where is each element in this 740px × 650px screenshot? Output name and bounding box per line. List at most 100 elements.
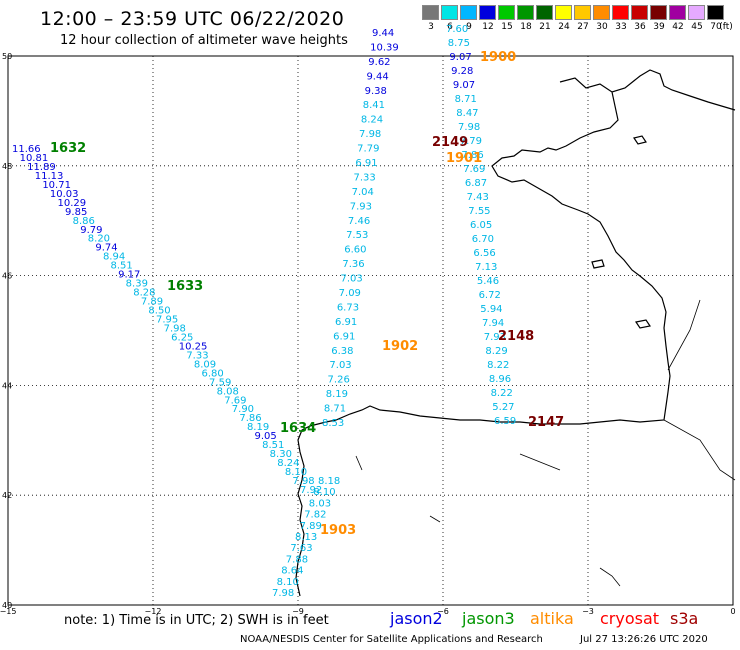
swh-value: 7.93 <box>484 332 506 343</box>
lat-tick-label: 40 <box>2 601 12 610</box>
swh-value: 7.88 <box>286 554 308 565</box>
swh-value: 8.09 <box>194 359 216 370</box>
legend-swatch-9 <box>460 5 477 20</box>
swh-value: 7.69 <box>463 164 485 175</box>
swh-value: 7.03 <box>329 360 351 371</box>
legend-label-24: 24 <box>558 22 570 32</box>
swh-value: 6.87 <box>465 178 487 189</box>
swh-value: 8.53 <box>322 418 344 429</box>
legend-label-45: 45 <box>691 22 703 32</box>
legend-swatch-70 <box>707 5 724 20</box>
swh-value: 8.64 <box>281 566 303 577</box>
coastline-island-ile-de-re <box>635 319 651 329</box>
swh-value: 8.22 <box>491 388 513 399</box>
swh-value: 7.98 <box>458 122 480 133</box>
pass-label-1633: 1633 <box>167 279 203 294</box>
legend-label-39: 39 <box>653 22 665 32</box>
swh-value: 10.03 <box>50 189 79 200</box>
lat-tick-label: 44 <box>2 381 12 390</box>
legend-label-3: 3 <box>428 22 434 32</box>
swh-value: 7.89 <box>300 521 322 532</box>
swh-value: 7.98 <box>272 588 294 599</box>
swh-value: 9.28 <box>451 66 473 77</box>
pass-label-2149: 2149 <box>432 135 468 150</box>
swh-value: 8.39 <box>126 279 148 290</box>
swh-value: 8.13 <box>295 532 317 543</box>
swh-value: 7.46 <box>348 216 370 227</box>
swh-value: 10.25 <box>179 341 208 352</box>
swh-value: 7.09 <box>339 288 361 299</box>
legend-swatch-15 <box>498 5 515 20</box>
swh-value: 8.71 <box>455 94 477 105</box>
swh-value: 7.59 <box>209 377 231 388</box>
swh-value: 7.79 <box>460 136 482 147</box>
swh-value: 7.55 <box>468 206 490 217</box>
swh-value: 7.69 <box>224 395 246 406</box>
swh-value: 11.13 <box>35 171 64 182</box>
legend-swatch-3 <box>422 5 439 20</box>
swh-value: 8.71 <box>324 404 346 415</box>
generated-timestamp: Jul 27 13:26:26 UTC 2020 <box>580 634 708 645</box>
swh-value: 8.18 <box>318 476 340 487</box>
swh-value: 8.50 <box>148 306 170 317</box>
legend-label-36: 36 <box>634 22 646 32</box>
legend-swatch-24 <box>555 5 572 20</box>
lon-tick-label: −9 <box>292 607 304 616</box>
credit-line: NOAA/NESDIS Center for Satellite Applica… <box>240 634 543 645</box>
swh-value: 7.93 <box>350 201 372 212</box>
swh-value: 8.20 <box>88 234 110 245</box>
swh-value: 7.86 <box>239 413 261 424</box>
swh-value: 8.51 <box>262 440 284 451</box>
swh-value: 7.03 <box>341 274 363 285</box>
swh-value: 10.71 <box>42 180 71 191</box>
swh-value: 8.47 <box>456 108 478 119</box>
swh-value: 9.38 <box>365 86 387 97</box>
pass-label-1902: 1902 <box>382 339 418 354</box>
legend-unit: (ft) <box>719 22 733 32</box>
legend-label-12: 12 <box>482 22 494 32</box>
swh-value: 7.53 <box>346 230 368 241</box>
swh-value: 8.24 <box>277 458 299 469</box>
swh-value: 5.46 <box>477 276 499 287</box>
lat-tick-label: 42 <box>2 491 12 500</box>
satellite-cryosat: cryosat <box>600 609 660 628</box>
lon-tick-label: −12 <box>145 607 162 616</box>
swh-value: 7.43 <box>467 192 489 203</box>
swh-value: 6.60 <box>344 245 366 256</box>
swh-value: 6.70 <box>472 234 494 245</box>
lon-tick-label: 0 <box>730 607 735 616</box>
swh-value: 7.13 <box>475 262 497 273</box>
coastline-inland-rivers <box>355 299 736 587</box>
swh-value: 6.56 <box>473 248 495 259</box>
swh-value: 7.63 <box>290 543 312 554</box>
lat-tick-label: 46 <box>2 272 12 281</box>
coastline <box>295 69 736 597</box>
legend-label-42: 42 <box>672 22 684 32</box>
lon-tick-label: −3 <box>582 607 594 616</box>
swh-value: 8.86 <box>73 216 95 227</box>
satellite-tracks: 11.6610.8111.8911.1310.7110.0310.299.858… <box>12 24 564 599</box>
map-frame <box>7 55 734 606</box>
swh-value: 7.90 <box>232 404 254 415</box>
legend-label-6: 6 <box>447 22 453 32</box>
legend-label-33: 33 <box>615 22 627 32</box>
swh-value: 9.44 <box>372 28 394 39</box>
pass-label-1634: 1634 <box>280 421 316 436</box>
pass-label-2148: 2148 <box>498 329 534 344</box>
swh-value: 6.91 <box>333 331 355 342</box>
swh-value: 9.07 <box>453 80 475 91</box>
legend-swatch-39 <box>650 5 667 20</box>
satellite-jason3: jason3 <box>462 609 515 628</box>
lon-tick-label: −6 <box>437 607 449 616</box>
swh-value: 6.25 <box>171 332 193 343</box>
map-subtitle: 12 hour collection of altimeter wave hei… <box>60 33 348 48</box>
swh-value: 8.28 <box>133 288 155 299</box>
swh-value: 6.38 <box>331 346 353 357</box>
swh-value: 6.91 <box>355 158 377 169</box>
swh-value: 9.07 <box>449 52 471 63</box>
legend-swatch-33 <box>612 5 629 20</box>
legend-swatch-21 <box>536 5 553 20</box>
legend-label-27: 27 <box>577 22 589 32</box>
swh-value: 8.19 <box>326 389 348 400</box>
legend-label-15: 15 <box>501 22 513 32</box>
